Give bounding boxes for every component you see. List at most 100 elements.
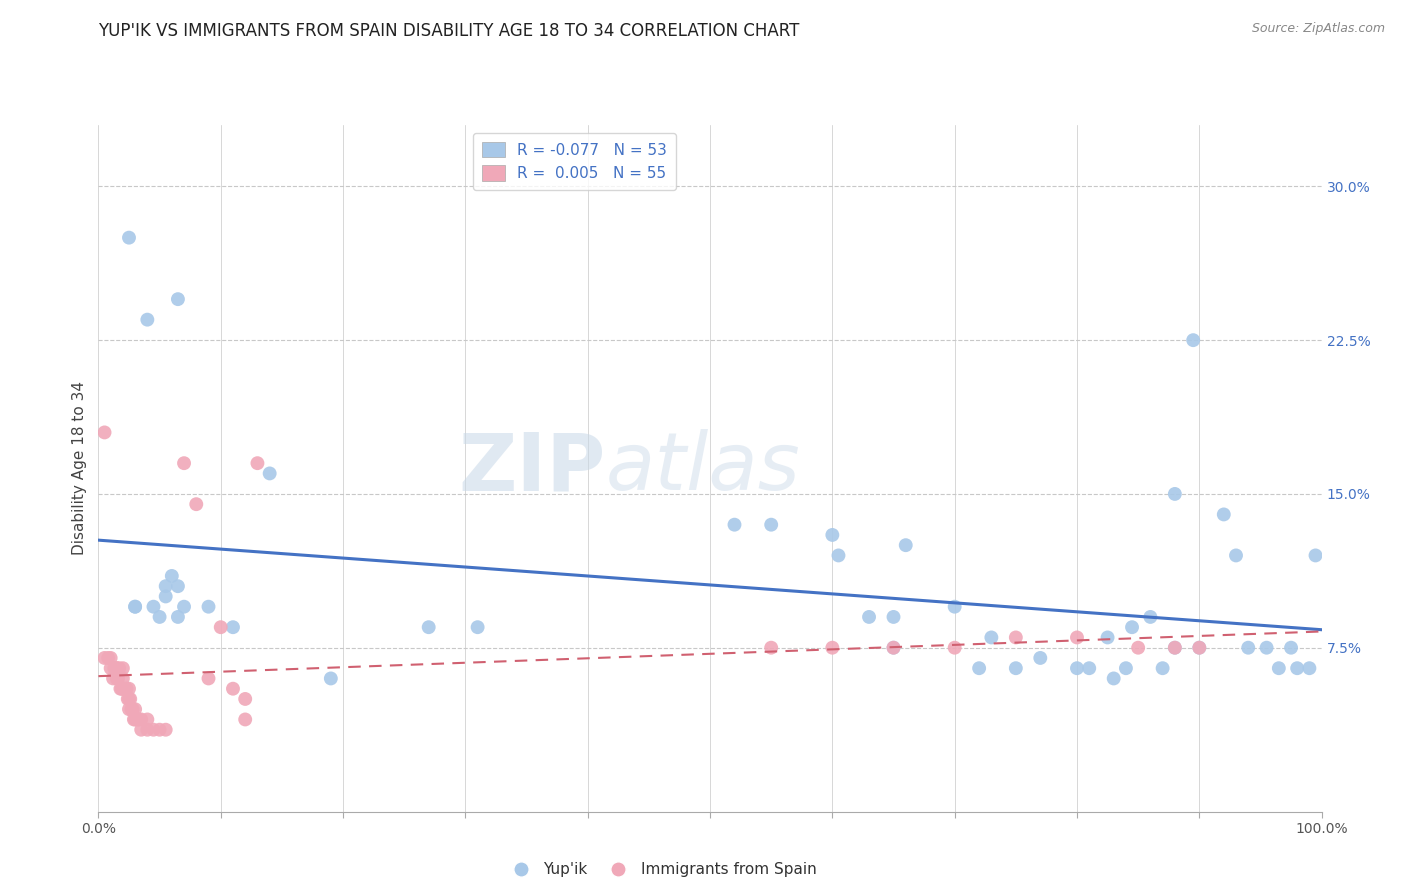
Point	[233, 713, 256, 727]
Y-axis label: Disability Age 18 to 34: Disability Age 18 to 34	[72, 381, 87, 556]
Point	[118, 692, 141, 706]
Point	[1097, 631, 1119, 645]
Point	[107, 672, 129, 686]
Point	[222, 620, 245, 634]
Point	[124, 599, 146, 614]
Point	[1164, 640, 1187, 655]
Point	[120, 692, 142, 706]
Point	[1212, 508, 1234, 522]
Point	[209, 620, 232, 634]
Point	[858, 610, 880, 624]
Point	[111, 681, 134, 696]
Point	[1066, 661, 1088, 675]
Point	[93, 425, 115, 440]
Point	[136, 723, 159, 737]
Point	[129, 723, 152, 737]
Point	[467, 620, 489, 634]
Point	[827, 549, 849, 563]
Point	[136, 713, 159, 727]
Text: ZIP: ZIP	[458, 429, 606, 508]
Point	[173, 599, 195, 614]
Point	[1256, 640, 1278, 655]
Point	[173, 456, 195, 470]
Point	[122, 713, 145, 727]
Point	[1128, 640, 1150, 655]
Point	[1298, 661, 1320, 675]
Point	[120, 702, 142, 716]
Text: atlas: atlas	[606, 429, 801, 508]
Point	[100, 661, 122, 675]
Point	[1029, 651, 1052, 665]
Point	[1004, 631, 1026, 645]
Point	[723, 517, 745, 532]
Point	[246, 456, 269, 470]
Text: Source: ZipAtlas.com: Source: ZipAtlas.com	[1251, 22, 1385, 36]
Point	[149, 723, 172, 737]
Point	[155, 579, 177, 593]
Point	[105, 661, 128, 675]
Point	[1279, 640, 1302, 655]
Point	[128, 713, 150, 727]
Point	[259, 467, 281, 481]
Point	[883, 610, 905, 624]
Point	[1305, 549, 1327, 563]
Point	[124, 599, 146, 614]
Point	[142, 723, 165, 737]
Point	[114, 681, 136, 696]
Point	[233, 692, 256, 706]
Point	[167, 292, 190, 306]
Point	[1115, 661, 1137, 675]
Point	[980, 631, 1002, 645]
Point	[118, 681, 141, 696]
Point	[222, 681, 245, 696]
Text: YUP'IK VS IMMIGRANTS FROM SPAIN DISABILITY AGE 18 TO 34 CORRELATION CHART: YUP'IK VS IMMIGRANTS FROM SPAIN DISABILI…	[98, 22, 800, 40]
Point	[1121, 620, 1143, 634]
Point	[97, 651, 120, 665]
Point	[103, 661, 125, 675]
Point	[118, 230, 141, 244]
Point	[1188, 640, 1211, 655]
Point	[111, 681, 134, 696]
Point	[100, 651, 122, 665]
Point	[1102, 672, 1125, 686]
Point	[117, 692, 139, 706]
Point	[1066, 631, 1088, 645]
Point	[1268, 661, 1291, 675]
Point	[761, 640, 783, 655]
Point	[110, 681, 132, 696]
Legend: Yup'ik, Immigrants from Spain: Yup'ik, Immigrants from Spain	[499, 855, 823, 883]
Point	[197, 599, 219, 614]
Point	[105, 661, 128, 675]
Point	[883, 640, 905, 655]
Point	[108, 661, 131, 675]
Point	[93, 651, 115, 665]
Point	[186, 497, 208, 511]
Point	[1188, 640, 1211, 655]
Point	[1164, 487, 1187, 501]
Point	[101, 672, 124, 686]
Point	[124, 713, 146, 727]
Point	[1182, 333, 1205, 347]
Point	[1078, 661, 1101, 675]
Point	[883, 640, 905, 655]
Point	[167, 610, 190, 624]
Point	[115, 681, 138, 696]
Point	[127, 713, 149, 727]
Point	[943, 640, 966, 655]
Point	[121, 702, 143, 716]
Point	[1139, 610, 1161, 624]
Point	[821, 528, 844, 542]
Point	[129, 713, 152, 727]
Point	[1004, 661, 1026, 675]
Point	[155, 723, 177, 737]
Point	[894, 538, 917, 552]
Point	[1152, 661, 1174, 675]
Point	[761, 517, 783, 532]
Point	[821, 640, 844, 655]
Point	[943, 599, 966, 614]
Point	[111, 672, 134, 686]
Point	[967, 661, 990, 675]
Point	[319, 672, 342, 686]
Point	[118, 702, 141, 716]
Point	[1286, 661, 1309, 675]
